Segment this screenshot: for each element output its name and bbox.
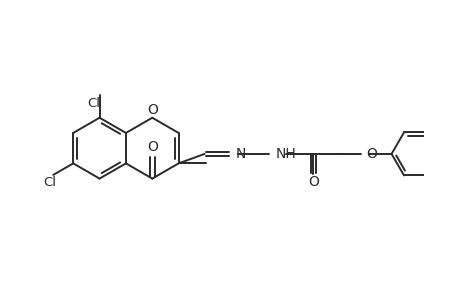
- Text: N: N: [235, 147, 246, 161]
- Text: O: O: [146, 140, 157, 154]
- Text: O: O: [146, 103, 157, 117]
- Text: Cl: Cl: [43, 176, 56, 189]
- Text: NH: NH: [275, 147, 296, 161]
- Text: O: O: [308, 175, 318, 189]
- Text: Cl: Cl: [87, 98, 101, 110]
- Text: O: O: [365, 147, 376, 161]
- Text: F: F: [458, 147, 459, 161]
